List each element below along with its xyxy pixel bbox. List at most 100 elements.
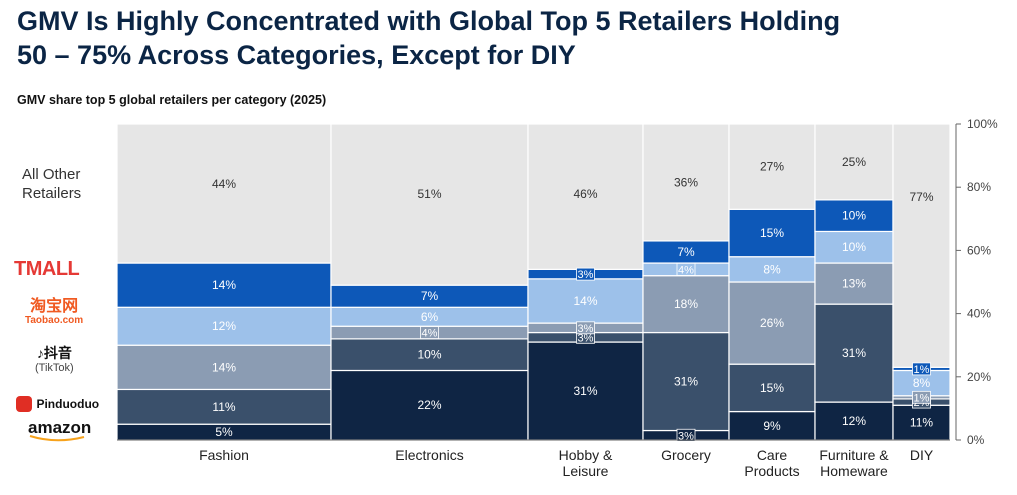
category-label-2-1: Leisure: [563, 463, 609, 479]
data-label-tiktok-5: 13%: [842, 277, 866, 291]
legend-taobao: 淘宝网 Taobao.com: [25, 299, 84, 328]
amazon-smile-icon: [29, 435, 85, 442]
data-label-taobao-4: 8%: [763, 262, 781, 276]
data-label-amazon-4: 9%: [763, 419, 781, 433]
data-label-amazon-6: 11%: [910, 416, 933, 430]
category-label-4-1: Products: [744, 463, 799, 479]
category-label-2-0: Hobby &: [559, 447, 613, 463]
legend-pinduoduo: Pinduoduo: [16, 395, 99, 413]
bar-segment-others-6: [892, 123, 951, 368]
bar-segment-pinduoduo-1: [330, 338, 529, 372]
y-tick-label-3: 60%: [967, 243, 991, 257]
bar-segment-pinduoduo-3: [642, 331, 730, 432]
data-label-others-6: 77%: [909, 190, 933, 204]
data-label-tiktok-3: 18%: [674, 297, 698, 311]
data-label-amazon-1: 22%: [417, 398, 441, 412]
data-label-pinduoduo-5: 31%: [842, 346, 866, 360]
data-label-tiktok-2: 3%: [578, 323, 594, 335]
bar-segment-others-1: [330, 123, 529, 286]
bar-segment-amazon-1: [330, 369, 529, 441]
bar-segment-others-3: [642, 123, 730, 242]
bar-segment-pinduoduo-0: [116, 388, 332, 425]
bar-segment-amazon-4: [728, 410, 816, 441]
tmall-logo: TMALL: [14, 258, 80, 280]
bar-segment-taobao-4: [728, 256, 816, 283]
data-label-tiktok-4: 26%: [760, 316, 784, 330]
chart-title: GMV Is Highly Concentrated with Global T…: [17, 4, 1007, 72]
bar-segment-tmall-0: [116, 262, 332, 308]
data-label-pinduoduo-0: 11%: [212, 400, 235, 414]
data-label-amazon-2: 31%: [573, 384, 597, 398]
data-label-others-0: 44%: [212, 177, 236, 191]
data-label-tiktok-1: 4%: [422, 328, 438, 340]
category-label-6-0: DIY: [910, 447, 934, 463]
bar-segment-tiktok-3: [642, 275, 730, 334]
category-label-4-0: Care: [757, 447, 788, 463]
data-label-taobao-6: 8%: [913, 376, 931, 390]
y-tick-label-1: 20%: [967, 370, 991, 384]
data-label-taobao-2: 14%: [573, 294, 597, 308]
pinduoduo-logo: Pinduoduo: [36, 396, 100, 411]
y-tick-label-2: 40%: [967, 307, 991, 321]
data-label-amazon-5: 12%: [842, 414, 866, 428]
chart-subtitle: GMV share top 5 global retailers per cat…: [17, 93, 327, 107]
data-label-tmall-4: 15%: [760, 226, 784, 240]
bar-segment-pinduoduo-4: [728, 363, 816, 413]
label-tag-tiktok-2: [576, 321, 595, 335]
data-label-amazon-0: 5%: [215, 425, 233, 439]
data-label-tmall-0: 14%: [212, 278, 236, 292]
legend-all-other-retailers: All Other Retailers: [22, 165, 102, 203]
bar-segment-amazon-2: [527, 341, 644, 441]
data-label-others-2: 46%: [573, 187, 597, 201]
data-label-others-4: 27%: [760, 160, 784, 174]
data-label-taobao-5: 10%: [842, 240, 866, 254]
bar-segment-others-0: [116, 123, 332, 264]
amazon-logo: amazon: [28, 418, 92, 437]
label-tag-tmall-2: [576, 267, 595, 281]
data-label-tmall-2: 3%: [578, 269, 594, 281]
tiktok-note-icon: ♪: [36, 345, 44, 361]
tiktok-label: (TikTok): [35, 362, 74, 374]
bar-segment-others-4: [728, 123, 816, 210]
y-tick-label-4: 80%: [967, 180, 991, 194]
data-label-taobao-0: 12%: [212, 319, 236, 333]
data-label-pinduoduo-4: 15%: [760, 381, 784, 395]
label-tag-tiktok-1: [420, 326, 439, 339]
data-label-taobao-3: 4%: [678, 264, 694, 276]
legend-others-label: All Other Retailers: [22, 166, 82, 202]
data-label-pinduoduo-2: 3%: [578, 332, 594, 344]
tiktok-logo-cn: 抖音: [43, 345, 72, 361]
data-label-tmall-6: 1%: [914, 364, 930, 376]
category-label-0-0: Fashion: [199, 447, 249, 463]
data-label-others-1: 51%: [417, 187, 441, 201]
title-line-1: GMV Is Highly Concentrated with Global T…: [17, 6, 841, 36]
label-tag-taobao-3: [676, 262, 696, 276]
legend-amazon: amazon: [28, 418, 91, 443]
title-line-2: 50 – 75% Across Categories, Except for D…: [17, 40, 576, 70]
label-tag-amazon-3: [676, 428, 696, 442]
taobao-logo-en: Taobao.com: [25, 315, 84, 326]
y-tick-label-5: 100%: [967, 117, 998, 131]
data-label-tmall-1: 7%: [421, 289, 439, 303]
bar-segment-others-2: [527, 123, 644, 270]
pinduoduo-icon: [16, 395, 32, 412]
category-label-5-0: Furniture &: [819, 447, 889, 463]
data-label-tmall-3: 7%: [677, 245, 695, 259]
category-label-1-0: Electronics: [395, 447, 463, 463]
data-label-pinduoduo-3: 31%: [674, 375, 698, 389]
data-label-pinduoduo-1: 10%: [417, 348, 441, 362]
bar-segment-others-5: [814, 123, 894, 201]
data-label-tiktok-0: 14%: [212, 360, 236, 374]
data-label-tiktok-6: 1%: [914, 392, 930, 404]
legend-tiktok: ♪抖音 (TikTok): [35, 346, 74, 376]
data-label-others-3: 36%: [674, 175, 698, 189]
category-label-3-0: Grocery: [661, 447, 711, 463]
category-label-5-1: Homeware: [820, 463, 888, 479]
bar-segment-tiktok-0: [116, 344, 332, 391]
bar-segment-tiktok-4: [728, 281, 816, 365]
legend-tmall: TMALL: [14, 258, 80, 281]
data-label-tmall-5: 10%: [842, 209, 866, 223]
bar-segment-amazon-6: [892, 404, 951, 441]
label-tag-tiktok-6: [912, 390, 931, 404]
